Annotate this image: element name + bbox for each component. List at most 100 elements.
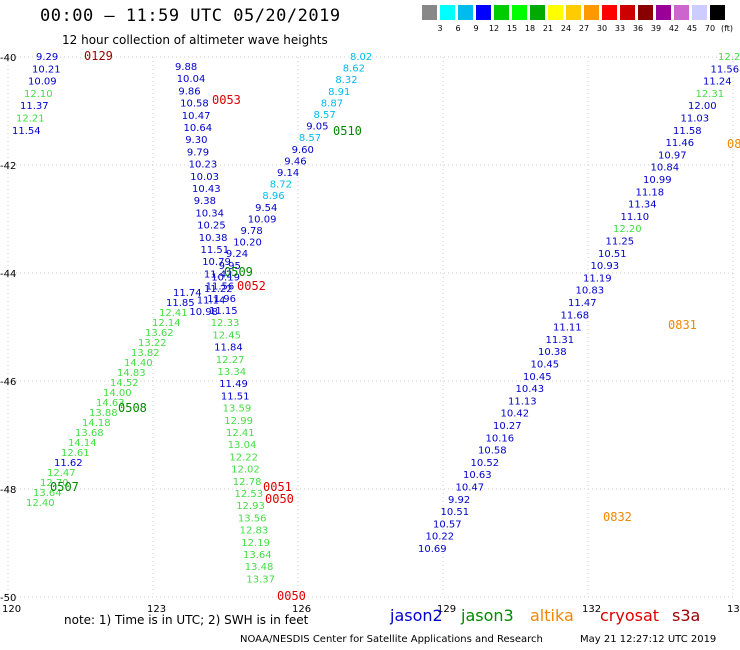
wave-height-label: 12.33 — [211, 318, 240, 329]
lon-tick-label: 126 — [292, 604, 311, 615]
wave-height-label: 12.41 — [226, 428, 255, 439]
wave-height-label: 12.41 — [159, 308, 188, 319]
lon-tick-label: 135 — [727, 604, 740, 615]
scale-label: 39 — [650, 24, 662, 33]
wave-height-label: 10.09 — [28, 77, 57, 88]
scale-swatch — [566, 5, 581, 20]
wave-height-label: 13.56 — [238, 513, 267, 524]
wave-height-label: 13.59 — [223, 404, 252, 415]
wave-height-label: 9.95 — [219, 261, 241, 272]
wave-height-label: 11.22 — [204, 284, 233, 295]
wave-height-label: 11.34 — [628, 200, 657, 211]
wave-height-label: 14.40 — [124, 358, 153, 369]
wave-height-label: 12.20 — [613, 224, 642, 235]
wave-height-label: 10.58 — [180, 99, 209, 110]
pass-id-label: 0050 — [265, 492, 294, 506]
wave-height-label: 13.64 — [243, 550, 272, 561]
scale-swatch — [458, 5, 473, 20]
wave-height-label: 12.21 — [16, 114, 45, 125]
pass-id-label: 0510 — [333, 124, 362, 138]
wave-height-label: 12.22 — [229, 452, 258, 463]
timestamp-text: May 21 12:27:12 UTC 2019 — [580, 634, 717, 645]
wave-height-label: 13.68 — [75, 428, 104, 439]
lon-tick-label: 132 — [582, 604, 601, 615]
wave-height-label: 12.00 — [688, 101, 717, 112]
wave-height-label: 9.79 — [187, 147, 209, 158]
wave-height-label: 9.24 — [226, 249, 248, 260]
wave-height-label: 12.83 — [240, 526, 269, 537]
wave-height-label: 12.14 — [152, 318, 181, 329]
lat-tick-label: -40 — [0, 53, 16, 64]
wave-height-label: 13.37 — [246, 574, 275, 585]
wave-height-label: 9.88 — [175, 62, 197, 73]
wave-height-label: 10.64 — [184, 123, 213, 134]
wave-height-label: 11.03 — [681, 114, 710, 125]
wave-height-label: 13.34 — [218, 367, 247, 378]
wave-height-label: 9.86 — [178, 86, 200, 97]
wave-height-label: 10.98 — [189, 307, 218, 318]
scale-label: 36 — [632, 24, 644, 33]
wave-height-label: 11.84 — [214, 343, 243, 354]
lat-tick-label: -44 — [0, 269, 16, 280]
wave-height-label: 11.10 — [621, 212, 650, 223]
wave-height-label: 12.47 — [47, 468, 76, 479]
wave-height-label: 8.72 — [270, 180, 292, 191]
wave-height-label: 12.78 — [233, 477, 262, 488]
wave-height-label: 9.46 — [284, 156, 306, 167]
scale-swatch — [530, 5, 545, 20]
lon-tick-label: 120 — [2, 604, 21, 615]
wave-height-label: 13.82 — [131, 348, 160, 359]
wave-height-label: 8.32 — [335, 75, 357, 86]
wave-height-label: 13.04 — [228, 440, 257, 451]
pass-id-label: 08 — [727, 137, 740, 151]
wave-height-label: 11.15 — [209, 306, 238, 317]
scale-label: 30 — [596, 24, 608, 33]
scale-swatch — [638, 5, 653, 20]
scale-swatch — [512, 5, 527, 20]
wave-height-label: 14.00 — [103, 388, 132, 399]
wave-height-label: 9.38 — [194, 196, 216, 207]
wave-height-label: 10.25 — [197, 221, 226, 232]
scale-label: 12 — [488, 24, 500, 33]
scale-label: 21 — [542, 24, 554, 33]
wave-height-label: 11.42 — [204, 269, 233, 280]
scale-unit: (ft) — [720, 24, 734, 33]
wave-height-label: 9.05 — [306, 122, 328, 133]
wave-height-label: 8.57 — [299, 133, 321, 144]
scale-label: 6 — [455, 24, 461, 33]
wave-height-label: 9.92 — [448, 495, 470, 506]
scale-label: 70 — [704, 24, 716, 33]
scale-swatch — [710, 5, 725, 20]
pass-id-label: 0053 — [212, 93, 241, 107]
wave-height-label: 12.2 — [718, 52, 740, 63]
wave-height-label: 11.54 — [12, 126, 41, 137]
wave-height-label: 9.30 — [185, 135, 207, 146]
wave-height-label: 10.52 — [471, 458, 500, 469]
wave-height-label: 10.22 — [426, 532, 455, 543]
wave-height-label: 10.38 — [199, 233, 228, 244]
pass-id-label: 0052 — [237, 279, 266, 293]
wave-height-label: 8.62 — [343, 64, 365, 75]
wave-height-label: 11.58 — [673, 126, 702, 137]
credit-text: NOAA/NESDIS Center for Satellite Applica… — [240, 634, 543, 645]
scale-label: 9 — [473, 24, 479, 33]
wave-height-label: 12.31 — [696, 89, 725, 100]
pass-id-label: 0050 — [277, 589, 306, 603]
wave-height-label: 10.58 — [478, 446, 507, 457]
wave-height-label: 11.46 — [666, 138, 695, 149]
scale-label: 24 — [560, 24, 572, 33]
wave-height-label: 8.87 — [321, 98, 343, 109]
wave-height-label: 11.56 — [711, 64, 740, 75]
legend-cryosat: cryosat — [600, 606, 660, 625]
lat-tick-label: -50 — [0, 593, 16, 604]
scale-label: 33 — [614, 24, 626, 33]
wave-height-label: 12.10 — [24, 89, 53, 100]
wave-height-label: 10.42 — [501, 409, 530, 420]
scale-swatch — [674, 5, 689, 20]
scale-swatch — [584, 5, 599, 20]
wave-height-label: 10.34 — [195, 208, 224, 219]
lat-tick-label: -46 — [0, 377, 16, 388]
wave-height-label: 11.49 — [219, 379, 248, 390]
